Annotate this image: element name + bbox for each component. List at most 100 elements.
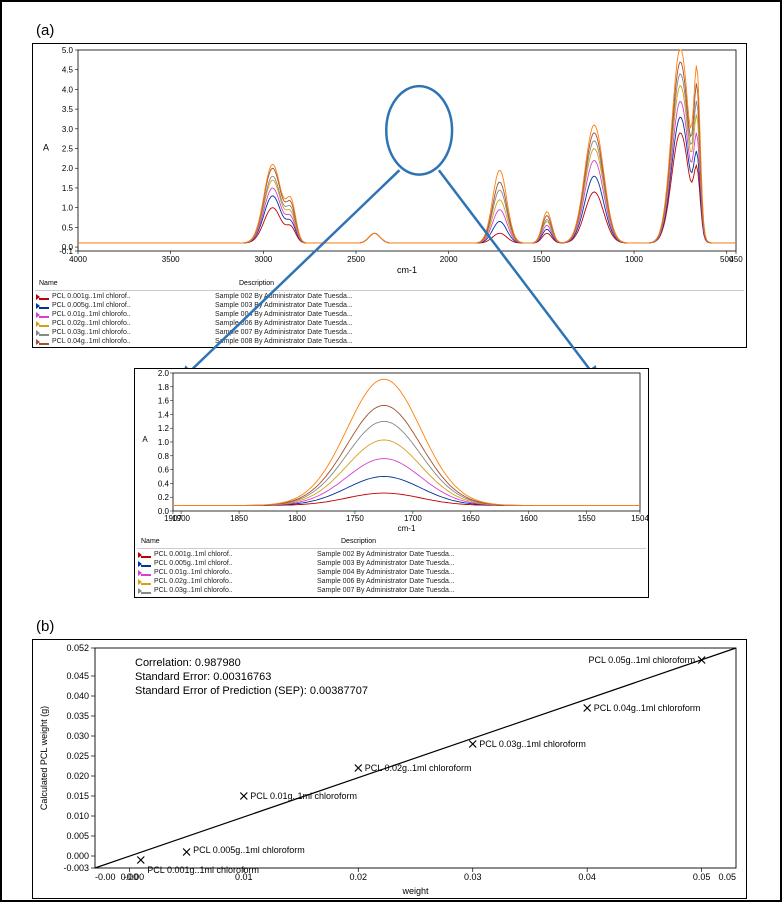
zoom-legend-name: PCL 0.02g..1ml chlorofo.. (154, 577, 314, 586)
zoom-legend-name: PCL 0.01g..1ml chlorofo.. (154, 568, 314, 577)
zoom-legend-desc: Sample 002 By Administrator Date Tuesda.… (317, 550, 617, 559)
zoom-legend-name: PCL 0.03g..1ml chlorofo.. (154, 586, 314, 595)
calibration-chart: -0.0030.0000.0050.0100.0150.0200.0250.03… (32, 639, 747, 899)
svg-text:5.0: 5.0 (62, 46, 74, 55)
svg-text:cm-1: cm-1 (397, 524, 415, 533)
spectra-series (78, 133, 735, 243)
svg-text:1650: 1650 (461, 514, 479, 523)
calibration-point (355, 765, 362, 772)
svg-text:0.4: 0.4 (157, 479, 169, 488)
spectra-legend-desc: Sample 007 By Administrator Date Tuesda.… (215, 328, 515, 337)
svg-text:0.015: 0.015 (66, 791, 89, 801)
spectra-zoom-chart: 0.00.20.40.60.81.01.21.41.61.82.01907190… (134, 368, 649, 598)
svg-text:1750: 1750 (346, 514, 364, 523)
zoom-series (173, 405, 639, 505)
svg-text:0.05: 0.05 (718, 872, 736, 882)
spectra-series (78, 74, 735, 243)
spectra-svg: -0.10.00.51.01.52.02.53.03.54.04.55.0400… (33, 44, 746, 347)
svg-text:0.02: 0.02 (350, 872, 368, 882)
spectra-series (78, 117, 735, 243)
panel-b-label: (b) (36, 618, 750, 635)
figure-page: (a) -0.10.00.51.01.52.02.53.03.54.04.55.… (0, 0, 782, 902)
calibration-svg: -0.0030.0000.0050.0100.0150.0200.0250.03… (33, 640, 746, 898)
spectra-legend-name: PCL 0.04g..1ml chlorofo.. (52, 337, 212, 345)
zoom-legend-desc: Sample 006 By Administrator Date Tuesda.… (317, 577, 617, 586)
svg-text:450: 450 (729, 255, 743, 264)
point-label: PCL 0.005g..1ml chloroform (193, 845, 305, 855)
calibration-point (469, 741, 476, 748)
svg-text:2.0: 2.0 (157, 369, 169, 378)
svg-text:1.5: 1.5 (62, 184, 74, 193)
svg-text:4000: 4000 (69, 255, 87, 264)
zoom-legend: NameDescriptionPCL 0.001g..1ml chlorof..… (137, 535, 646, 595)
svg-text:0.030: 0.030 (66, 731, 89, 741)
svg-text:3.0: 3.0 (62, 125, 74, 134)
spectra-zoom-svg: 0.00.20.40.60.81.01.21.41.61.82.01907190… (135, 369, 648, 597)
zoom-legend-name: PCL 0.005g..1ml chlorof.. (154, 559, 314, 568)
svg-text:0.040: 0.040 (66, 691, 89, 701)
svg-text:0.045: 0.045 (66, 671, 89, 681)
svg-text:0.0: 0.0 (62, 243, 74, 252)
ylabel: Calculated PCL weight (g) (39, 706, 49, 810)
zoom-legend-desc: Sample 003 By Administrator Date Tuesda.… (317, 559, 617, 568)
svg-text:0.00: 0.00 (121, 872, 139, 882)
svg-text:1.8: 1.8 (157, 383, 169, 392)
spectra-legend-name: PCL 0.03g..1ml chlorofo.. (52, 328, 212, 337)
svg-text:0.005: 0.005 (66, 831, 89, 841)
svg-text:3.5: 3.5 (62, 105, 74, 114)
spectra-legend: NameDescriptionPCL 0.001g..1ml chlorof..… (35, 277, 744, 345)
point-label: PCL 0.05g..1ml chloroform (588, 655, 695, 665)
spectra-legend-name: PCL 0.005g..1ml chlorof.. (52, 301, 212, 310)
svg-text:0.020: 0.020 (66, 771, 89, 781)
svg-text:0.04: 0.04 (578, 872, 596, 882)
point-label: PCL 0.02g..1ml chloroform (365, 763, 472, 773)
svg-text:1.0: 1.0 (62, 204, 74, 213)
zoom-series (173, 379, 639, 505)
svg-text:0.2: 0.2 (157, 493, 169, 502)
zoom-series (173, 459, 639, 506)
zoom-legend-desc: Sample 004 By Administrator Date Tuesda.… (317, 568, 617, 577)
svg-text:0.8: 0.8 (157, 452, 169, 461)
spectra-legend-desc: Sample 008 By Administrator Date Tuesda.… (215, 337, 515, 345)
xlabel: weight (401, 886, 429, 896)
svg-text:1700: 1700 (403, 514, 421, 523)
svg-text:-0.00: -0.00 (95, 872, 116, 882)
svg-text:cm-1: cm-1 (397, 265, 417, 275)
svg-text:0.025: 0.025 (66, 751, 89, 761)
svg-text:0.03: 0.03 (464, 872, 482, 882)
svg-text:1550: 1550 (577, 514, 595, 523)
svg-text:0.035: 0.035 (66, 711, 89, 721)
svg-text:A: A (43, 143, 49, 153)
point-label: PCL 0.03g..1ml chloroform (479, 739, 586, 749)
spectra-chart: -0.10.00.51.01.52.02.53.03.54.04.55.0400… (32, 43, 747, 348)
stat-se: Standard Error: 0.00316763 (135, 671, 271, 683)
svg-text:1800: 1800 (288, 514, 306, 523)
svg-text:1600: 1600 (519, 514, 537, 523)
svg-text:0.05: 0.05 (693, 872, 711, 882)
svg-text:0.6: 0.6 (157, 466, 169, 475)
svg-text:0.5: 0.5 (62, 223, 74, 232)
point-label: PCL 0.01g..1ml chloroform (250, 791, 357, 801)
spectra-legend-name: PCL 0.01g..1ml chlorofo.. (52, 310, 212, 319)
spectra-series (78, 101, 735, 243)
spectra-legend-desc: Sample 003 By Administrator Date Tuesda.… (215, 301, 515, 310)
calibration-point (183, 849, 190, 856)
spectra-legend-desc: Sample 002 By Administrator Date Tuesda.… (215, 292, 515, 301)
svg-text:3000: 3000 (254, 255, 272, 264)
panel-a-label: (a) (36, 22, 750, 39)
svg-text:2500: 2500 (347, 255, 365, 264)
calibration-point (240, 793, 247, 800)
svg-text:1850: 1850 (230, 514, 248, 523)
spectra-series (78, 86, 735, 244)
spectra-legend-name: PCL 0.001g..1ml chlorof.. (52, 292, 212, 301)
svg-text:1500: 1500 (532, 255, 550, 264)
svg-text:4.5: 4.5 (62, 66, 74, 75)
stat-correlation: Correlation: 0.987980 (135, 657, 241, 669)
svg-text:0.000: 0.000 (66, 851, 89, 861)
svg-text:0.052: 0.052 (66, 643, 89, 653)
zoom-series (173, 421, 639, 505)
svg-text:3500: 3500 (162, 255, 180, 264)
spectra-legend-desc: Sample 006 By Administrator Date Tuesda.… (215, 319, 515, 328)
svg-text:1.6: 1.6 (157, 397, 169, 406)
svg-text:2000: 2000 (440, 255, 458, 264)
